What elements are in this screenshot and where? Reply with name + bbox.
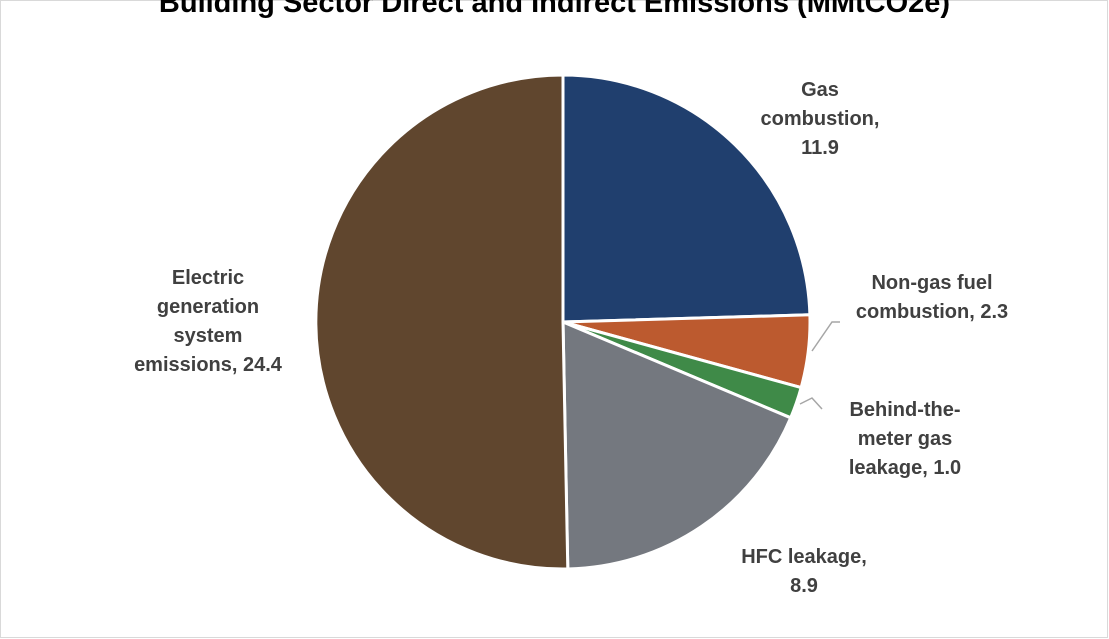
pie-slices xyxy=(314,73,812,571)
leader-lines xyxy=(799,321,840,410)
pie-slice-gas xyxy=(561,73,812,324)
chart-title: Building Sector Direct and Indirect Emis… xyxy=(158,0,951,19)
leader-line-non-gas-fuel xyxy=(811,321,840,352)
leader-line-behind-the xyxy=(799,397,823,410)
slice-label-non-gas-fuel: Non-gas fuel combustion, 2.3 xyxy=(856,272,1008,323)
pie-slice-hfc-leakage xyxy=(561,320,793,571)
pie-slice-electric xyxy=(314,73,570,571)
slice-label-hfc-leakage: HFC leakage, 8.9 xyxy=(741,546,867,597)
slice-label-behind-the: Behind-the-meter gas leakage, 1.0 xyxy=(849,399,961,479)
slice-label-gas: Gas combustion, 11.9 xyxy=(761,79,880,159)
slice-labels: Gas combustion, 11.9 Non-gas fuel combustion… xyxy=(134,79,1008,597)
slice-label-electric: Electric generation system emissions, 24.4 xyxy=(134,267,283,376)
